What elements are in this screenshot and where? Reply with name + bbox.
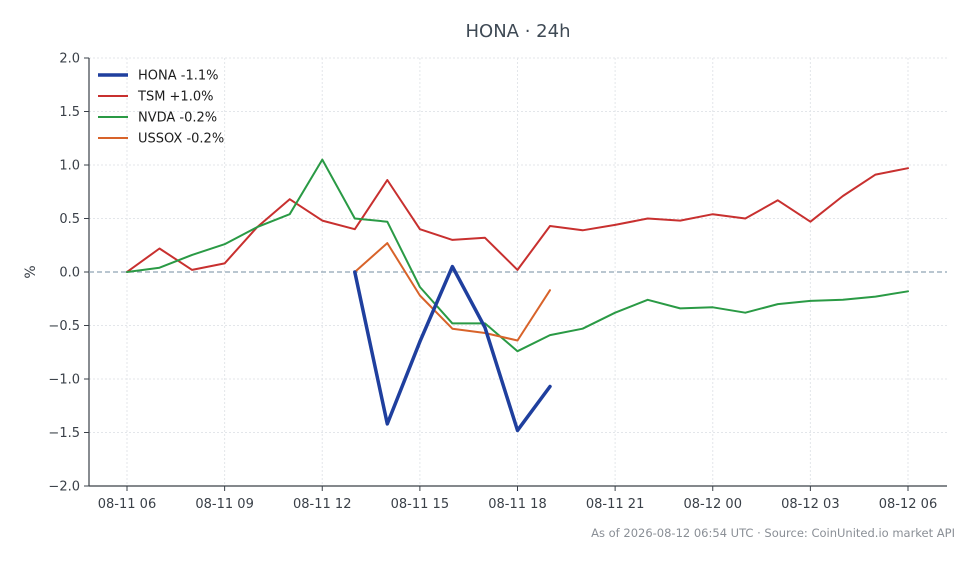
x-tick-label: 08-11 15 <box>391 497 449 512</box>
x-tick-label: 08-11 09 <box>195 497 253 512</box>
x-tick-label: 08-11 06 <box>98 497 156 512</box>
legend-label-tsm: TSM +1.0% <box>137 90 213 105</box>
y-tick-label: 1.0 <box>59 159 80 174</box>
series-line-hona <box>353 264 552 433</box>
x-tick-label: 08-11 12 <box>293 497 351 512</box>
x-tick-label: 08-12 00 <box>684 497 742 512</box>
legend-label-ussox: USSOX -0.2% <box>138 132 224 147</box>
y-tick-label: 0.0 <box>59 266 80 281</box>
legend-label-hona: HONA -1.1% <box>138 69 218 84</box>
series-line-nvda <box>126 158 909 353</box>
series-line-ussox <box>353 242 551 342</box>
y-tick-label: 0.5 <box>59 212 80 227</box>
series-lines <box>126 158 909 433</box>
y-axis-label: % <box>23 265 39 278</box>
y-tick-label: −2.0 <box>48 480 80 495</box>
legend: HONA -1.1% TSM +1.0% NVDA -0.2% USSOX -0.2% <box>98 69 224 147</box>
y-axis-ticks: 2.0 1.5 1.0 0.5 0.0 −0.5 −1.0 −1.5 −2.0 <box>48 52 89 495</box>
x-tick-label: 08-11 18 <box>488 497 546 512</box>
y-tick-label: 2.0 <box>59 52 80 67</box>
y-tick-label: −1.5 <box>48 426 80 441</box>
x-axis-ticks: 08-11 06 08-11 09 08-11 12 08-11 15 08-11 18… <box>98 486 937 512</box>
x-tick-label: 08-11 21 <box>586 497 644 512</box>
chart-footer: As of 2026-08-12 06:54 UTC · Source: Coi… <box>591 526 955 540</box>
y-tick-label: −0.5 <box>48 319 80 334</box>
chart-title: HONA · 24h <box>466 21 571 42</box>
x-tick-label: 08-12 06 <box>879 497 937 512</box>
x-tick-label: 08-12 03 <box>781 497 839 512</box>
y-tick-label: 1.5 <box>59 105 80 120</box>
y-tick-label: −1.0 <box>48 373 80 388</box>
legend-label-nvda: NVDA -0.2% <box>138 111 217 126</box>
